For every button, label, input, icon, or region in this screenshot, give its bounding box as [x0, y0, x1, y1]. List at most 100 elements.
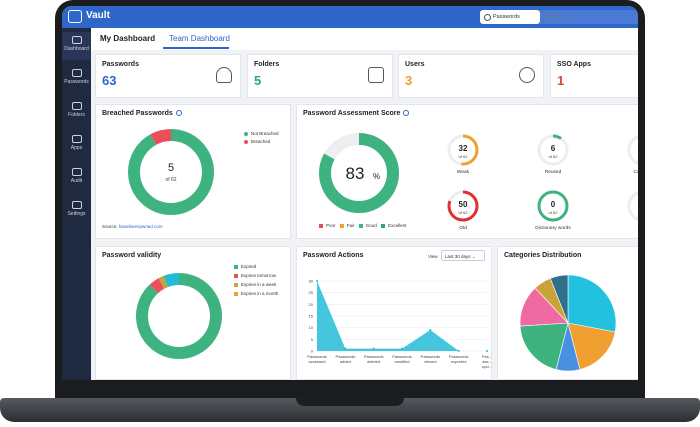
- assessment-metric-old[interactable]: 50 of 62 Old: [443, 189, 483, 237]
- actions-point[interactable]: [344, 347, 347, 350]
- x-tick-label: Passwords accessed: [307, 354, 327, 364]
- password-assessment-card: Password Assessment Score 83 % Poor Fair…: [296, 104, 638, 239]
- actions-point[interactable]: [429, 329, 432, 331]
- view-range-select[interactable]: Last 30 days ⌄: [441, 250, 485, 261]
- breached-center-sub: of 62: [165, 177, 176, 183]
- card-title: Categories Distribution: [504, 252, 582, 259]
- metric-sub: of 62: [459, 154, 469, 159]
- score-value: 83: [346, 164, 365, 183]
- metric-label: Contains: [633, 170, 638, 175]
- assessment-score-ring: 83 %: [319, 133, 399, 213]
- stat-card-passwords[interactable]: Passwords 63: [95, 54, 241, 98]
- tab-team-dashboard[interactable]: Team Dashboard: [169, 34, 230, 43]
- top-bar: Vault Passwords: [62, 6, 638, 28]
- actions-point[interactable]: [457, 350, 460, 352]
- stat-label: Folders: [254, 61, 280, 68]
- stat-card-folders[interactable]: Folders 5: [247, 54, 393, 98]
- sidebar-item-audit[interactable]: Audit: [62, 164, 91, 192]
- x-tick-label: Passwords modified: [392, 354, 412, 364]
- metric-ring-arc: [447, 134, 479, 166]
- assessment-metric-reused[interactable]: 6 of 62 Reused: [533, 133, 573, 181]
- assessment-metric-weak[interactable]: 32 of 62 Weak: [443, 133, 483, 181]
- metric-label: Old: [459, 226, 467, 231]
- x-tick-label: Passwords deleted: [364, 354, 384, 364]
- assessment-metric-contains[interactable]: Contains: [623, 133, 638, 181]
- sidebar-item-label: Passwords: [64, 79, 89, 85]
- sidebar-item-apps[interactable]: Apps: [62, 131, 91, 159]
- password-validity-card: Password validity Expired Expires tomorr…: [95, 246, 291, 380]
- metric-ring-track: [627, 191, 638, 221]
- actions-point[interactable]: [401, 347, 403, 350]
- stat-value: 1: [557, 73, 565, 88]
- sidebar: Dashboard Passwords Folders Apps Audit S…: [62, 28, 91, 380]
- stat-card-sso-apps[interactable]: SSO Apps 1: [550, 54, 638, 98]
- y-tick-label: 25: [309, 290, 314, 295]
- stat-value: 63: [102, 73, 117, 88]
- categories-pie-chart: [519, 274, 617, 372]
- metric-value: 50: [459, 200, 468, 209]
- info-icon[interactable]: [403, 110, 410, 117]
- search-icon: [484, 14, 491, 21]
- metric-ring-track: [627, 135, 638, 165]
- score-ring-arc: [319, 133, 399, 213]
- source-link[interactable]: haveibeenpwned.com: [118, 224, 163, 229]
- actions-point[interactable]: [316, 280, 318, 282]
- apps-icon: [71, 135, 82, 143]
- sidebar-item-dashboard[interactable]: Dashboard: [62, 32, 91, 60]
- app-title: Vault: [86, 10, 110, 21]
- legend-expires-month: Expires in a month: [234, 291, 278, 296]
- validity-donut-chart: [136, 273, 222, 359]
- validity-segment-0[interactable]: [136, 273, 222, 359]
- validity-segment-3[interactable]: [136, 273, 222, 359]
- stat-value: 3: [405, 73, 413, 88]
- breached-segment-1[interactable]: [128, 129, 214, 215]
- y-tick-label: 15: [309, 314, 314, 319]
- y-tick-label: 5: [311, 337, 314, 342]
- sidebar-item-label: Dashboard: [64, 46, 89, 52]
- stat-label: Users: [405, 61, 425, 68]
- metric-value: 6: [551, 144, 556, 153]
- assessment-metric-dictionary-words[interactable]: 0 of 62 Dictionary words: [533, 189, 573, 237]
- assessment-metric-rec[interactable]: Rec: [623, 189, 638, 237]
- category-slice-0[interactable]: [567, 274, 617, 333]
- legend-not-breached: Not Breached: [244, 131, 279, 136]
- key-icon: [71, 69, 82, 77]
- info-icon[interactable]: [175, 110, 182, 117]
- tab-my-dashboard[interactable]: My Dashboard: [100, 34, 156, 43]
- x-tick-label: Pas... ass... upd...: [482, 354, 492, 369]
- stat-label: Passwords: [102, 61, 139, 68]
- stat-card-users[interactable]: Users 3: [398, 54, 544, 98]
- sidebar-item-folders[interactable]: Folders: [62, 98, 91, 126]
- stat-label: SSO Apps: [557, 61, 591, 68]
- actions-point[interactable]: [372, 347, 375, 350]
- view-label: View: [428, 254, 438, 259]
- search-scope-select[interactable]: Passwords: [480, 10, 540, 24]
- folder-list-icon: [368, 67, 384, 83]
- y-tick-label: 20: [309, 302, 314, 307]
- breached-center-value: 5: [168, 162, 174, 174]
- y-tick-label: 10: [309, 325, 314, 330]
- card-title: Password Actions: [303, 252, 364, 259]
- chevron-down-icon: ⌄: [471, 254, 476, 259]
- sidebar-item-label: Apps: [70, 145, 83, 151]
- dashboard-icon: [71, 36, 82, 44]
- metric-sub: of 62: [549, 210, 559, 215]
- category-slice-1[interactable]: [567, 322, 616, 370]
- dashboard-tabs: My Dashboard Team Dashboard: [91, 28, 638, 50]
- folder-icon: [71, 102, 82, 110]
- x-tick-label: Passwords added: [336, 354, 356, 364]
- category-slice-6[interactable]: [549, 274, 569, 324]
- legend-expired: Expired: [234, 264, 256, 269]
- laptop-notch: [296, 398, 404, 406]
- actions-point[interactable]: [486, 350, 488, 352]
- metric-ring-arc: [537, 190, 569, 222]
- active-tab-indicator: [163, 47, 229, 49]
- actions-area-series: [317, 281, 487, 351]
- sidebar-item-passwords[interactable]: Passwords: [62, 65, 91, 93]
- audit-icon: [71, 168, 82, 176]
- search-input[interactable]: [540, 10, 638, 24]
- breach-source: Source: haveibeenpwned.com: [102, 224, 163, 229]
- category-slice-3[interactable]: [519, 322, 569, 370]
- sidebar-item-settings[interactable]: Settings: [62, 197, 91, 225]
- card-title: Breached Passwords: [102, 110, 182, 117]
